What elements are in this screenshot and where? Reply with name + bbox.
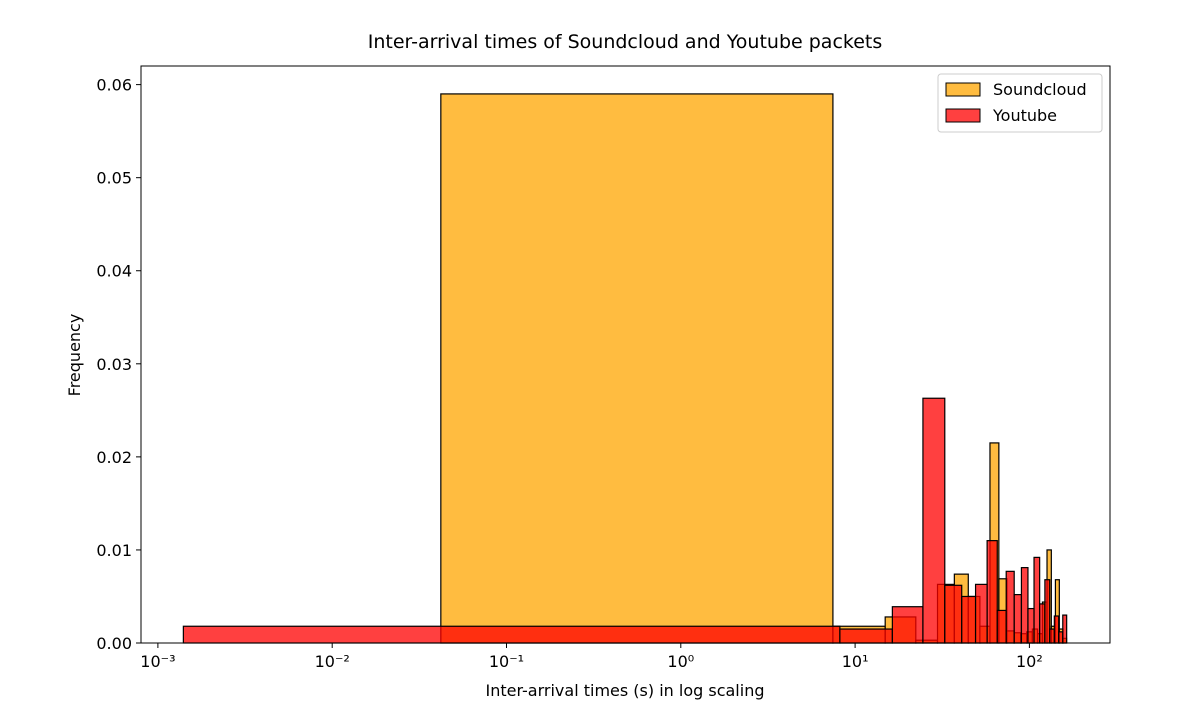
bar	[1058, 631, 1064, 644]
x-tick-label: 10⁻²	[315, 652, 350, 671]
bar	[986, 540, 998, 644]
bar	[1044, 579, 1051, 644]
x-axis-label: Inter-arrival times (s) in log scaling	[486, 681, 765, 700]
bar	[1039, 603, 1046, 644]
chart-title: Inter-arrival times of Soundcloud and Yo…	[368, 31, 883, 53]
legend-swatch	[945, 82, 981, 97]
x-tick-label: 10¹	[842, 652, 869, 671]
x-tick-label: 10⁰	[667, 652, 694, 671]
legend-swatch	[945, 108, 981, 123]
bar	[974, 583, 988, 644]
bar	[182, 625, 841, 644]
legend-label: Youtube	[992, 106, 1057, 125]
bar	[1020, 567, 1029, 644]
bar	[1053, 615, 1060, 644]
bar	[1033, 556, 1041, 644]
bar	[996, 609, 1007, 644]
bar	[839, 628, 893, 644]
bar	[922, 397, 946, 644]
legend-label: Soundcloud	[993, 80, 1087, 99]
y-tick-label: 0.00	[96, 634, 132, 653]
bar	[1005, 570, 1015, 644]
x-tick-label: 10⁻³	[140, 652, 175, 671]
bar	[440, 93, 834, 644]
bar	[1027, 607, 1035, 644]
bar	[944, 584, 963, 644]
bar	[961, 595, 977, 644]
x-tick-label: 10²	[1016, 652, 1043, 671]
bar	[891, 606, 924, 644]
bar	[1062, 614, 1068, 644]
y-tick-label: 0.06	[96, 76, 132, 95]
y-tick-label: 0.02	[96, 448, 132, 467]
y-tick-label: 0.03	[96, 355, 132, 374]
bar	[1049, 628, 1055, 644]
y-tick-label: 0.01	[96, 541, 132, 560]
x-tick-label: 10⁻¹	[489, 652, 524, 671]
y-tick-label: 0.05	[96, 169, 132, 188]
y-axis-label: Frequency	[65, 314, 84, 397]
plot-frame	[140, 65, 1111, 644]
y-tick-label: 0.04	[96, 262, 132, 281]
bar	[1013, 594, 1023, 644]
